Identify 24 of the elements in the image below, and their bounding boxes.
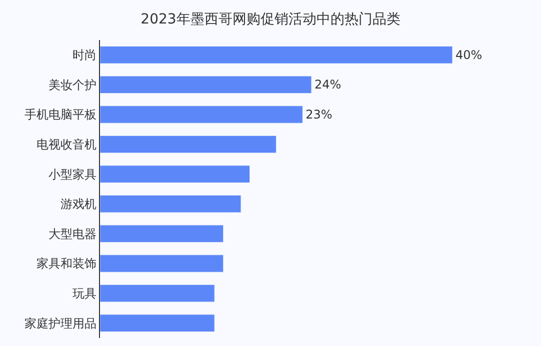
y-tick-label: 玩具: [72, 286, 97, 300]
bar: [100, 284, 215, 302]
y-tick-label: 小型家具: [48, 167, 97, 182]
y-tick-label: 电视收音机: [36, 138, 97, 152]
data-label: 23%: [306, 108, 332, 122]
data-label: 24%: [314, 78, 342, 92]
y-tick-label: 手机电脑平板: [24, 108, 97, 122]
bar: [100, 106, 303, 124]
y-tick-label: 美妆个护: [48, 78, 97, 92]
bar: [100, 46, 453, 64]
y-tick-label: 时尚: [72, 48, 97, 62]
bar: [100, 165, 250, 183]
y-tick-label: 游戏机: [60, 197, 97, 212]
y-tick-label: 大型电器: [48, 226, 97, 241]
y-tick-label: 家具和装饰: [36, 256, 97, 271]
bar: [100, 76, 312, 94]
bar: [100, 135, 276, 154]
bar: [100, 254, 224, 272]
bar: [100, 195, 242, 213]
y-tick-label: 家庭护理用品: [24, 316, 97, 330]
chart-title: 2023年墨西哥网购促销活动中的热门品类: [140, 12, 400, 28]
bar: [100, 224, 224, 243]
bar: [100, 314, 215, 332]
data-label: 40%: [455, 48, 482, 62]
